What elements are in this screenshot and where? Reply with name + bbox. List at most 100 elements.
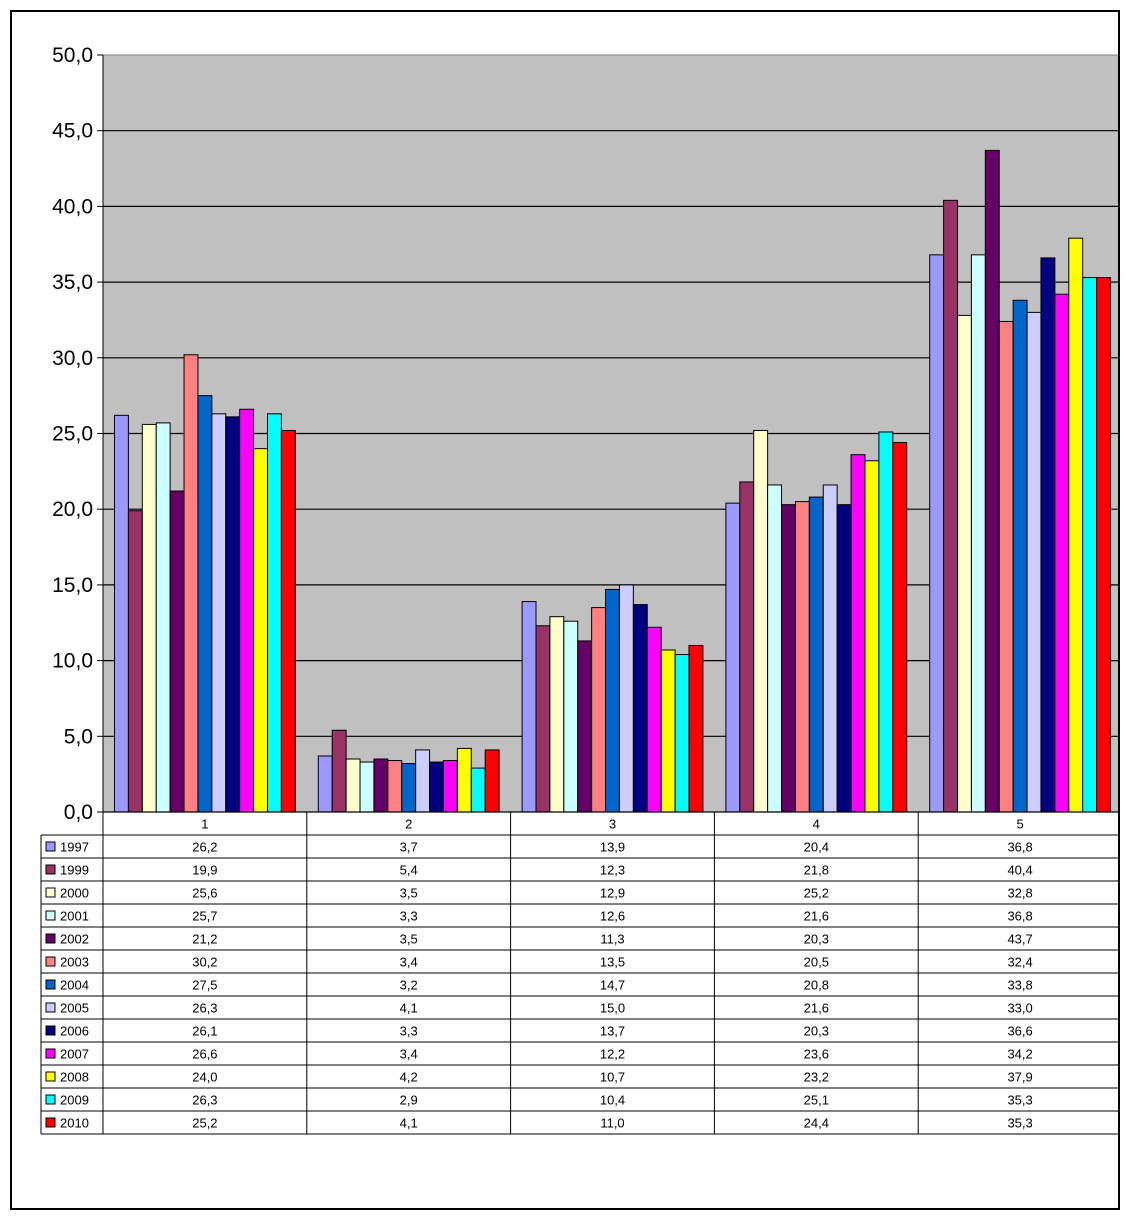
data-table-cell: 12,2 (600, 1047, 625, 1062)
data-table-cell: 13,5 (600, 955, 625, 970)
data-table-cell: 3,5 (400, 932, 418, 947)
legend-swatch (45, 1025, 56, 1036)
bar (114, 414, 129, 813)
y-tick-label: 0,0 (64, 801, 93, 824)
bar (387, 760, 403, 813)
legend-swatch (45, 933, 56, 944)
bar (549, 616, 565, 813)
bar (970, 254, 986, 813)
bar (660, 649, 676, 813)
bar (415, 749, 431, 813)
data-table-cell: 13,7 (600, 1024, 625, 1039)
legend-swatch (45, 1048, 56, 1059)
bar (864, 460, 880, 813)
bar (239, 408, 255, 813)
data-table-cell: 25,6 (192, 886, 217, 901)
data-table-cell: 43,7 (1007, 932, 1032, 947)
bar (266, 413, 282, 813)
bar (577, 640, 593, 813)
data-table-cell: 20,8 (804, 978, 829, 993)
legend-label: 2010 (60, 1116, 89, 1131)
bar (591, 607, 607, 813)
data-table-cell: 25,2 (804, 886, 829, 901)
legend-label: 1999 (60, 863, 89, 878)
data-table-cell: 23,6 (804, 1047, 829, 1062)
bar (892, 442, 908, 813)
bar (957, 314, 972, 813)
bar (1012, 299, 1028, 813)
data-table-cell: 30,2 (192, 955, 217, 970)
y-tick-label: 5,0 (64, 725, 93, 748)
data-table-cell: 14,7 (600, 978, 625, 993)
data-table-cell: 26,3 (192, 1001, 217, 1016)
bar (943, 199, 959, 813)
data-table-cell: 33,0 (1007, 1001, 1032, 1016)
data-table-cell: 3,4 (400, 1047, 418, 1062)
bar (794, 501, 810, 813)
bar (521, 601, 537, 813)
y-tick-label: 50,0 (52, 44, 93, 67)
bar (197, 395, 213, 813)
data-table-cell: 27,5 (192, 978, 217, 993)
legend-swatch (45, 910, 56, 921)
bar (739, 481, 755, 813)
category-label: 2 (405, 817, 412, 832)
bar (850, 454, 866, 813)
category-label: 3 (609, 817, 616, 832)
bar (359, 761, 375, 813)
data-table-cell: 3,4 (400, 955, 418, 970)
data-table-cell: 3,7 (400, 840, 418, 855)
legend-label: 2003 (60, 955, 89, 970)
y-tick-label: 45,0 (52, 120, 93, 143)
bar (646, 626, 662, 813)
data-table-cell: 33,8 (1007, 978, 1032, 993)
bar (618, 584, 634, 813)
category-label: 4 (813, 817, 820, 832)
data-table-cell: 3,3 (400, 1024, 418, 1039)
data-table-cell: 35,3 (1007, 1116, 1032, 1131)
legend-label: 2001 (60, 909, 89, 924)
category-label: 5 (1016, 817, 1023, 832)
bar (836, 504, 852, 813)
data-table-cell: 10,7 (600, 1070, 625, 1085)
legend-label: 2006 (60, 1024, 89, 1039)
legend-swatch (45, 841, 56, 852)
bar (998, 320, 1014, 813)
legend-swatch (45, 864, 56, 875)
bar (155, 422, 171, 813)
data-table-cell: 25,1 (804, 1093, 829, 1108)
data-table-cell: 12,6 (600, 909, 625, 924)
legend-label: 2009 (60, 1093, 89, 1108)
data-table-cell: 32,4 (1007, 955, 1032, 970)
bar (373, 758, 389, 813)
legend-label: 2007 (60, 1047, 89, 1062)
bar (484, 749, 500, 813)
data-table-cell: 35,3 (1007, 1093, 1032, 1108)
data-table-cell: 32,8 (1007, 886, 1032, 901)
bar (183, 354, 199, 813)
data-table-cell: 25,2 (192, 1116, 217, 1131)
legend-swatch (45, 887, 56, 898)
data-table-cell: 15,0 (600, 1001, 625, 1016)
bar (929, 254, 945, 813)
bar (169, 490, 185, 813)
bar (822, 484, 838, 813)
bar (429, 761, 444, 813)
bar (470, 767, 486, 813)
data-table-cell: 19,9 (192, 863, 217, 878)
data-table-cell: 21,2 (192, 932, 217, 947)
data-table-cell: 4,1 (400, 1001, 418, 1016)
bar (401, 763, 417, 813)
data-table-cell: 26,3 (192, 1093, 217, 1108)
data-table-cell: 4,1 (400, 1116, 418, 1131)
bar (331, 729, 347, 813)
y-tick-label: 35,0 (52, 271, 93, 294)
legend-swatch (45, 979, 56, 990)
data-table-cell: 23,2 (804, 1070, 829, 1085)
data-table-cell: 3,3 (400, 909, 418, 924)
bar (1096, 277, 1111, 813)
data-table-cell: 11,3 (600, 932, 624, 947)
data-table-cell: 40,4 (1007, 863, 1032, 878)
data-table-cell: 20,5 (804, 955, 829, 970)
bar-chart: 0,0 5,0 10,0 15,0 20,0 25,0 30,0 35,0 40,0 45,0 50… (40, 44, 1118, 1135)
